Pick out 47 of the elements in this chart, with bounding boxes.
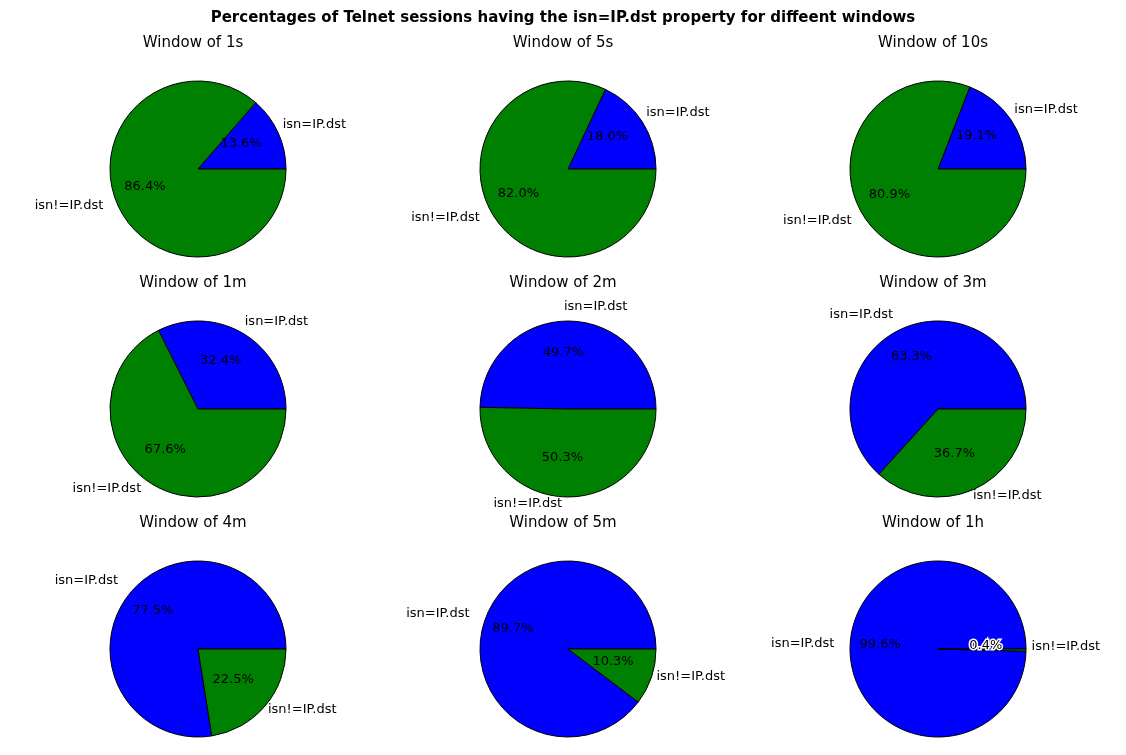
- pie-slice: [849, 560, 1027, 738]
- slice-label: isn!=IP.dst: [34, 197, 104, 213]
- data-label: 86.4%: [124, 178, 166, 194]
- chart-title: Window of 1m: [139, 273, 247, 291]
- data-label: 36.7%: [933, 444, 976, 460]
- data-label: 89.7%: [492, 619, 534, 635]
- data-label: 19.1%: [955, 126, 998, 142]
- data-label: 99.6%: [859, 635, 901, 651]
- slice-label: isn=IP.dst: [563, 297, 628, 313]
- slice-label: isn=IP.dst: [646, 103, 710, 119]
- chart-title: Window of 10s: [877, 33, 989, 51]
- slice-label: isn!=IP.dst: [783, 212, 852, 228]
- slice-label: isn=IP.dst: [244, 312, 309, 328]
- slice-label: isn!=IP.dst: [493, 495, 563, 511]
- data-label: 80.9%: [868, 186, 911, 202]
- slice-label: isn!=IP.dst: [972, 486, 1042, 502]
- data-label: 63.3%: [890, 348, 933, 364]
- chart-title: Window of 1s: [142, 33, 244, 51]
- slice-label: isn=IP.dst: [1014, 100, 1078, 116]
- slice-label: isn!=IP.dst: [411, 209, 480, 225]
- slice-label: isn!=IP.dst: [72, 480, 142, 496]
- chart-title: Window of 3m: [879, 273, 987, 291]
- data-label: 82.0%: [497, 184, 540, 200]
- chart-title: Window of 1h: [881, 513, 985, 531]
- chart-title: Window of 5m: [509, 513, 617, 531]
- text: Percentages of Telnet sessions having the isn=IP.dst property for diffeent windows: [209, 8, 917, 28]
- data-label: 49.7%: [542, 343, 585, 359]
- slice-label: isn=IP.dst: [406, 605, 470, 621]
- chart-title: Window of 4m: [139, 513, 247, 531]
- slice-label: isn=IP.dst: [282, 115, 347, 131]
- data-label: 13.6%: [220, 134, 262, 150]
- data-label: 77.5%: [132, 602, 174, 618]
- chart-title: Window of 5s: [512, 33, 614, 51]
- data-label: 32.4%: [200, 351, 242, 367]
- slice-label: isn!=IP.dst: [1031, 637, 1101, 653]
- pie-slice: [479, 560, 657, 738]
- chart-title: Window of 2m: [509, 273, 617, 291]
- slice-label: isn=IP.dst: [829, 306, 894, 322]
- slice-label: isn=IP.dst: [54, 572, 119, 588]
- data-label: 22.5%: [212, 670, 254, 686]
- slice-label: isn!=IP.dst: [267, 700, 337, 716]
- slice-label: isn=IP.dst: [771, 635, 835, 651]
- data-label: 18.0%: [586, 128, 629, 144]
- data-label: 50.3%: [541, 449, 584, 465]
- data-label: 67.6%: [144, 441, 186, 457]
- data-label: 10.3%: [592, 653, 634, 669]
- slice-label: isn!=IP.dst: [656, 667, 726, 683]
